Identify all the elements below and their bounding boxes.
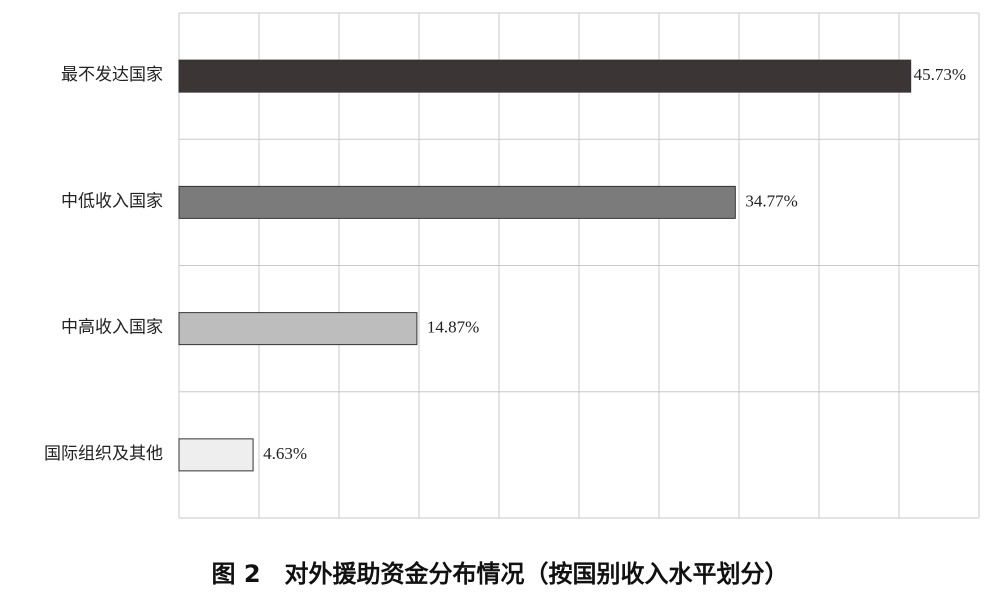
value-label: 4.63% (263, 444, 307, 463)
bar (178, 312, 418, 346)
value-label: 34.77% (745, 191, 797, 210)
y-tick-label: 中高收入国家 (61, 318, 163, 337)
value-label: 14.87% (427, 318, 479, 337)
bar (178, 185, 736, 219)
y-tick-label: 国际组织及其他 (44, 444, 163, 463)
value-label: 45.73% (914, 65, 966, 84)
bar (178, 59, 912, 93)
y-tick-label: 最不发达国家 (61, 65, 163, 84)
bar (178, 438, 254, 472)
chart-title: 图 2 对外援助资金分布情况（按国别收入水平划分） (211, 560, 788, 588)
y-tick-label: 中低收入国家 (61, 191, 163, 210)
